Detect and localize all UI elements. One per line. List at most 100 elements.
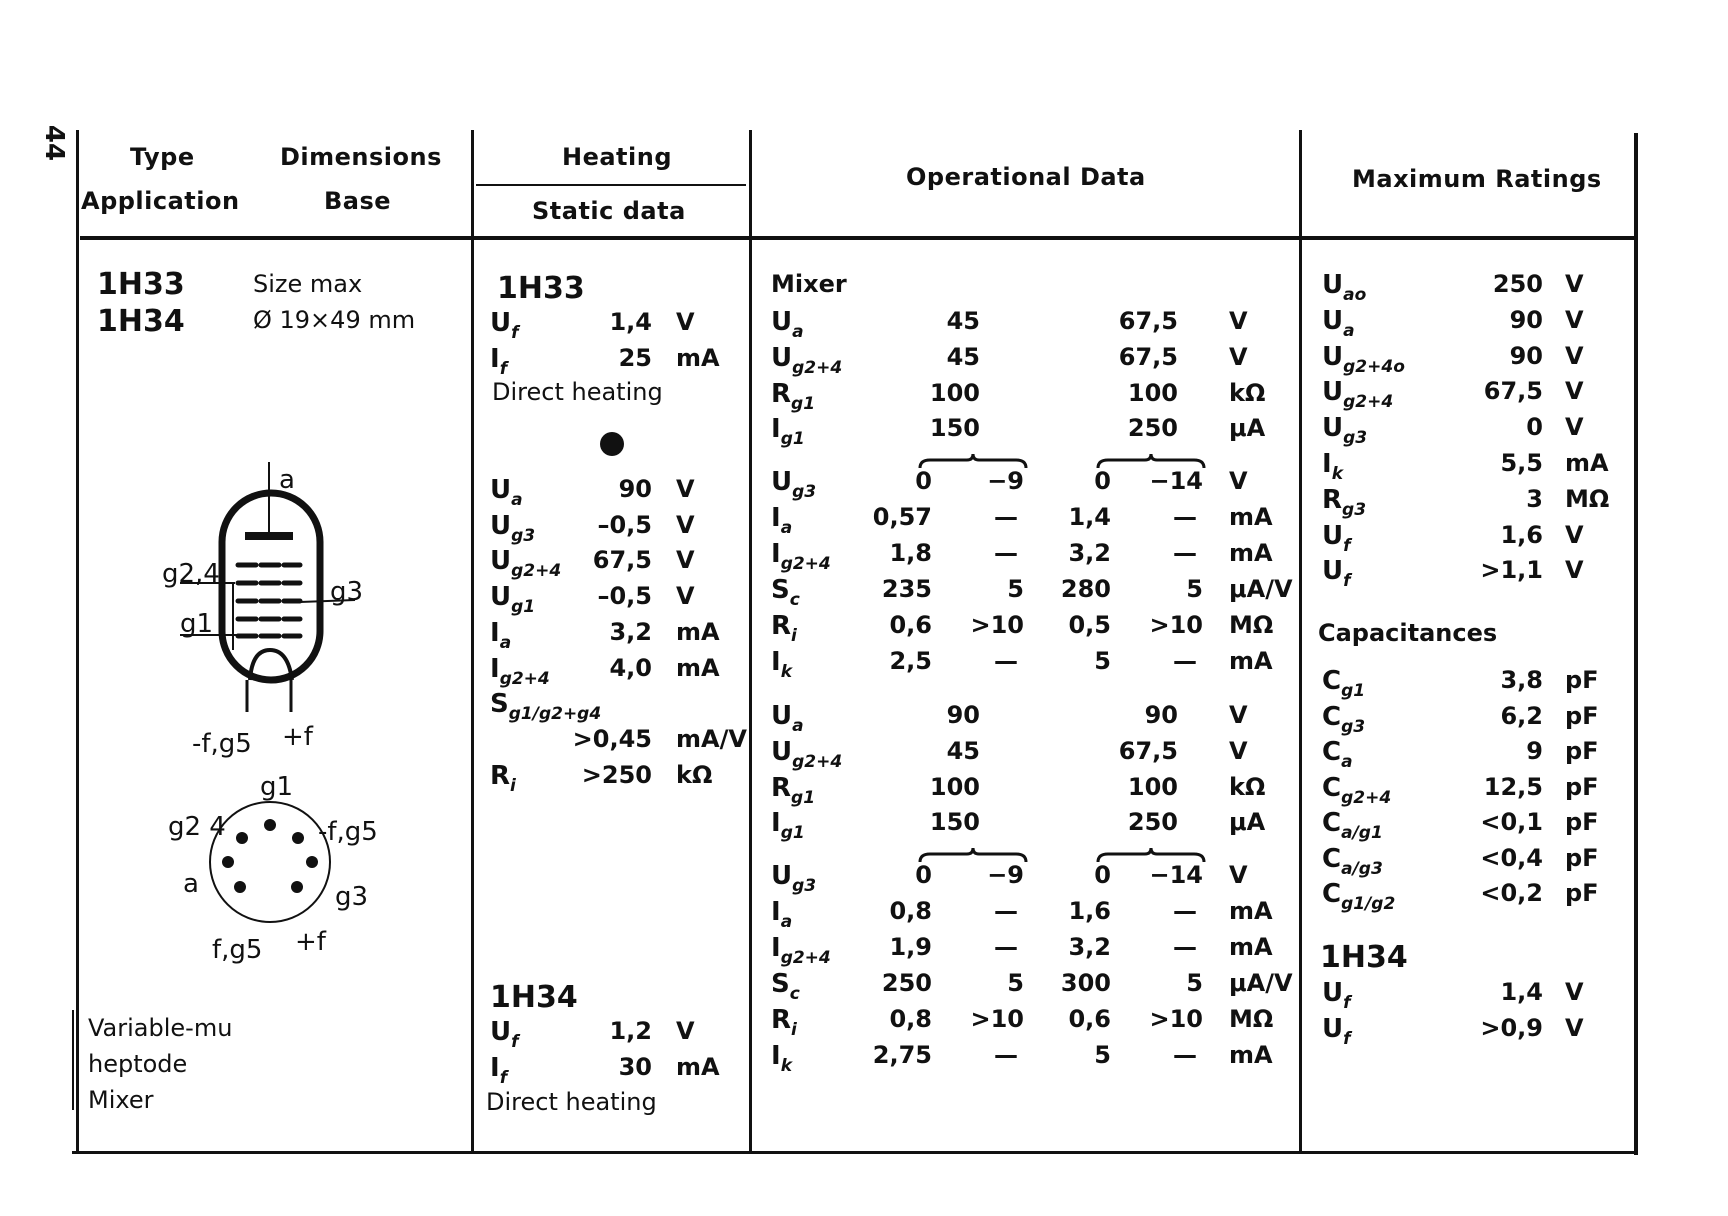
table-border-bottom [72, 1151, 1638, 1154]
static-value: –0,5 [597, 510, 652, 539]
parameter-subscript: c [789, 984, 800, 1004]
static-title-1h34: 1H34 [490, 980, 578, 1015]
parameter-subscript: g1 [1341, 681, 1366, 701]
operational-value: — [1173, 539, 1197, 567]
parameter-subscript: g3 [792, 876, 817, 896]
operational-value: 0 [915, 467, 932, 495]
operational-value: 0,8 [889, 1005, 932, 1033]
operational-value: 250 [1127, 808, 1178, 837]
rating-unit: V [1565, 520, 1584, 549]
parameter-symbol: Cg3 [1322, 701, 1366, 737]
parameter-subscript: g3 [1342, 499, 1367, 520]
parameter-subscript: f [1343, 1028, 1351, 1049]
parameter-symbol: Ug2+4 [771, 736, 843, 772]
size-value: Ø 19×49 mm [253, 306, 416, 334]
rating-value: 9 [1526, 737, 1543, 765]
application-line: heptode [88, 1050, 188, 1078]
operational-value: 280 [1060, 575, 1111, 603]
parameter-symbol: Ug2+4 [771, 342, 843, 378]
operational-value: 1,9 [889, 933, 932, 961]
application-marker [72, 1010, 74, 1110]
operational-value: 5 [1186, 575, 1203, 603]
operational-unit: μA/V [1229, 969, 1293, 997]
header-heating: Heating [562, 143, 673, 171]
static-unit: V [676, 308, 695, 336]
parameter-subscript: k [780, 662, 792, 682]
parameter-symbol: Rg1 [771, 772, 816, 808]
parameter-subscript: g2+4 [780, 554, 831, 574]
operational-value: — [1173, 897, 1197, 925]
static-unit: kΩ [676, 760, 713, 789]
operational-value: 5 [1094, 647, 1111, 675]
heating-subrule [476, 184, 746, 186]
parameter-symbol: Ug3 [771, 467, 817, 502]
parameter-symbol: Ug2+4 [1322, 377, 1394, 413]
base-pin [236, 832, 248, 844]
parameter-symbol: Sc [771, 575, 800, 610]
type-name-1h33: 1H33 [97, 267, 185, 302]
parameter-symbol: If [490, 344, 508, 379]
operational-value: 0 [915, 861, 932, 889]
operational-value: 1,4 [1068, 503, 1111, 531]
brace [918, 847, 1028, 863]
rating-unit: mA [1565, 449, 1609, 477]
parameter-subscript: c [789, 590, 800, 610]
operational-unit: kΩ [1229, 772, 1266, 801]
grid-dashes [235, 562, 303, 639]
operational-value: 0,8 [889, 897, 932, 925]
parameter-subscript: g2+4 [511, 561, 562, 582]
rating-unit: pF [1565, 701, 1599, 730]
maximum-title-1h34: 1H34 [1320, 940, 1408, 975]
column-divider-3 [1299, 130, 1302, 1152]
operational-unit: V [1229, 861, 1248, 889]
parameter-subscript: g1/g2 [1341, 894, 1396, 914]
page-number: 44 [39, 124, 70, 162]
tube-envelope [218, 489, 324, 684]
rating-value: >1,1 [1480, 556, 1543, 585]
operational-unit: mA [1229, 539, 1273, 567]
rating-unit: MΩ [1565, 484, 1610, 513]
header-operational-data: Operational Data [906, 163, 1146, 191]
parameter-symbol: Uf [1322, 1013, 1351, 1049]
parameter-symbol: Ia [490, 617, 512, 653]
operational-value: 100 [1127, 772, 1178, 801]
rating-unit: V [1565, 341, 1584, 370]
static-title-1h33: 1H33 [497, 271, 585, 306]
parameter-symbol: Ua [771, 307, 804, 342]
parameter-symbol: Ik [771, 647, 792, 682]
operational-unit: mA [1229, 933, 1273, 961]
base-label-a: a [183, 869, 199, 899]
base-pin [291, 881, 303, 893]
parameter-symbol: Ig2+4 [771, 933, 831, 968]
base-pin [222, 856, 234, 868]
static-value: 67,5 [592, 546, 652, 575]
application-line: Mixer [88, 1086, 154, 1114]
base-pin [306, 856, 318, 868]
operational-value: −14 [1149, 861, 1203, 889]
parameter-symbol: Ug3 [771, 861, 817, 896]
header-static-data: Static data [532, 197, 686, 225]
operational-unit: mA [1229, 897, 1273, 925]
operational-value: — [994, 933, 1018, 961]
parameter-symbol: Ca [1322, 737, 1353, 772]
parameter-symbol: Uao [1322, 270, 1367, 305]
operational-value: 3,2 [1068, 539, 1111, 567]
parameter-symbol: Uf [1322, 556, 1351, 592]
rating-unit: V [1565, 413, 1584, 442]
operational-value: — [994, 1041, 1018, 1069]
static-value: 25 [618, 344, 652, 372]
base-label-f-plus: +f [295, 927, 327, 957]
rating-unit: V [1565, 270, 1584, 298]
header-base: Base [324, 187, 392, 215]
parameter-symbol: Ug3 [490, 510, 536, 546]
static-value: 4,0 [609, 653, 652, 682]
rating-value: 67,5 [1483, 377, 1543, 406]
base-outline [209, 801, 331, 923]
static-value: –0,5 [597, 582, 652, 611]
parameter-symbol: Uf [1322, 520, 1351, 556]
rating-value: 250 [1492, 270, 1543, 298]
rating-value: <0,2 [1480, 879, 1543, 907]
parameter-subscript: f [1343, 571, 1351, 592]
tube-labels: a g2,4 g3 g1 -f,g5 +f [162, 465, 363, 759]
parameter-subscript: a/g1 [1341, 823, 1383, 843]
